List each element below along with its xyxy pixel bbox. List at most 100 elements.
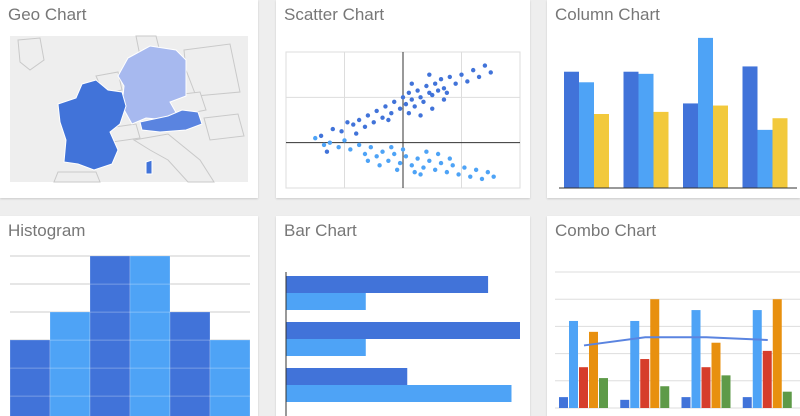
scatter-point [415, 88, 420, 93]
scatter-point [438, 160, 444, 166]
scatter-point [386, 117, 391, 123]
scatter-point [397, 160, 403, 166]
combo-bar [782, 391, 792, 408]
bar-bar [286, 293, 366, 310]
scatter-point [412, 104, 417, 109]
scatter-point [374, 108, 379, 114]
combo-bar [721, 375, 731, 408]
scatter-point [432, 81, 438, 86]
combo-bar [579, 367, 588, 408]
scatter-point [459, 72, 464, 77]
histogram-title: Histogram [8, 221, 86, 240]
column-bar [742, 66, 758, 188]
histogram-cell [89, 311, 131, 341]
scatter-point [356, 117, 362, 123]
column-bar [713, 105, 728, 188]
scatter-plot [285, 51, 521, 189]
column-bar [623, 71, 639, 188]
scatter-point [444, 90, 450, 96]
histogram-cell [169, 339, 211, 369]
scatter-point [482, 63, 488, 68]
column-bar [698, 37, 713, 189]
scatter-point [485, 169, 491, 175]
geo-chart-title: Geo Chart [8, 5, 87, 24]
combo-chart-title: Combo Chart [555, 221, 657, 240]
histogram-cell [129, 255, 171, 285]
histogram-plot [9, 255, 251, 416]
scatter-point [441, 86, 447, 91]
scatter-point [389, 145, 394, 150]
column-bar [757, 129, 773, 188]
column-bar [653, 111, 669, 188]
scatter-point [327, 140, 333, 145]
bar-bar [286, 276, 489, 293]
combo-bar [691, 310, 701, 408]
scatter-point [342, 138, 347, 143]
scatter-point [450, 163, 455, 168]
scatter-point [400, 147, 406, 152]
geo-chart-card[interactable]: Geo Chart [0, 0, 258, 198]
scatter-point [468, 174, 473, 179]
scatter-point [356, 142, 362, 148]
column-chart-card[interactable]: Column Chart [547, 0, 800, 198]
scatter-point [453, 81, 458, 86]
scatter-point [365, 113, 371, 118]
scatter-point [336, 145, 341, 150]
histogram-card[interactable]: Histogram [0, 216, 258, 416]
scatter-point [368, 145, 374, 150]
histogram-cell [129, 339, 171, 369]
scatter-point [491, 174, 496, 179]
bar-bar [286, 385, 512, 402]
scatter-point [444, 169, 450, 175]
column-bar [564, 71, 579, 188]
histogram-cell [9, 395, 51, 416]
bar-chart-card[interactable]: Bar Chart [276, 216, 530, 416]
histogram-cell [129, 367, 171, 397]
combo-bar [701, 367, 711, 408]
scatter-point [406, 111, 412, 116]
scatter-point [421, 165, 426, 170]
bar-bar [286, 322, 520, 339]
scatter-point [313, 135, 318, 141]
scatter-point [432, 167, 438, 173]
combo-bar [569, 320, 578, 408]
scatter-point [380, 149, 385, 154]
scatter-point [339, 129, 344, 134]
scatter-point [400, 95, 406, 100]
region-austria [139, 109, 203, 133]
scatter-point [418, 95, 423, 100]
combo-bar [589, 331, 598, 408]
scatter-point [476, 74, 482, 80]
combo-bar [711, 342, 721, 408]
scatter-point [380, 115, 385, 120]
histogram-cell [129, 283, 171, 313]
scatter-point [371, 120, 376, 125]
scatter-point [424, 83, 429, 89]
scatter-point [409, 97, 414, 102]
scatter-point [418, 113, 423, 118]
scatter-point [389, 111, 394, 116]
scatter-chart-card[interactable]: Scatter Chart [276, 0, 530, 198]
scatter-point [473, 167, 479, 173]
scatter-point [321, 142, 327, 148]
histogram-cell [129, 395, 171, 416]
scatter-point [345, 120, 350, 125]
bar-plot [285, 272, 520, 416]
scatter-point [354, 131, 359, 136]
histogram-cell [209, 395, 251, 416]
column-bar [638, 73, 654, 188]
scatter-point [392, 99, 397, 105]
histogram-cell [169, 395, 211, 416]
scatter-point [403, 101, 409, 107]
combo-bar [599, 378, 608, 408]
combo-bar [660, 386, 670, 408]
scatter-point [430, 92, 435, 98]
combo-chart-card[interactable]: Combo Chart [547, 216, 800, 416]
combo-bar [762, 350, 772, 408]
histogram-cell [209, 339, 251, 369]
column-chart-title: Column Chart [555, 5, 660, 24]
scatter-point [365, 158, 371, 163]
scatter-point [430, 106, 435, 111]
scatter-point [438, 77, 444, 82]
combo-bar [650, 299, 660, 408]
